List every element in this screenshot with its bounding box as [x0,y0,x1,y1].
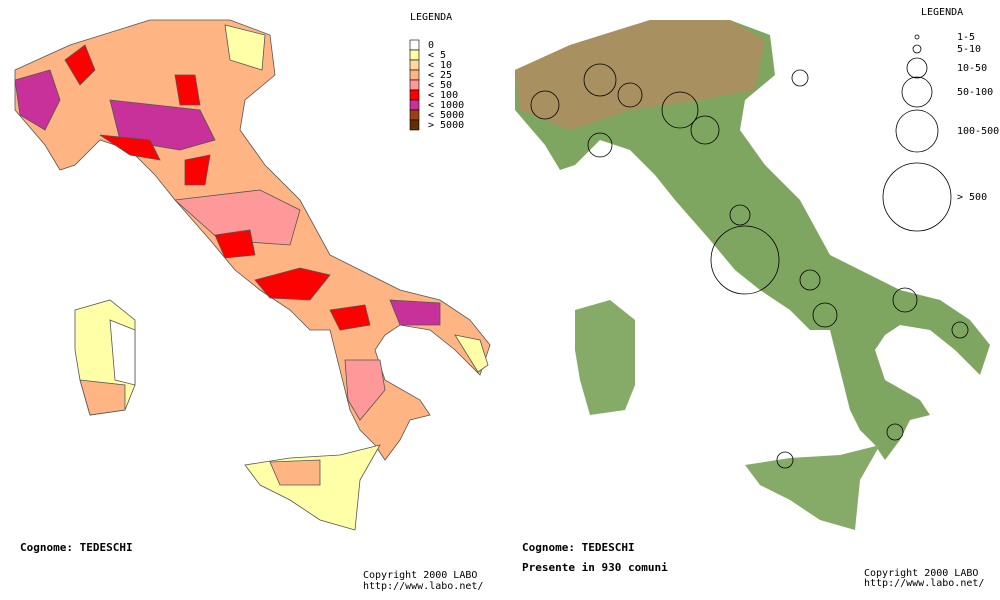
circle [729,204,751,226]
legend-circle [901,76,933,108]
circle [799,269,821,291]
caption: Cognome: TEDESCHI [20,541,133,554]
legend-swatch [409,99,420,111]
province [184,154,211,186]
circle [710,225,780,295]
legend-label: 1-5 [957,32,975,43]
province [109,99,216,151]
province [14,69,61,131]
legend-label: < 1000 [428,100,464,111]
legend-swatch [409,109,420,121]
province [79,379,126,416]
legend-label: > 5000 [428,120,464,131]
circle [892,287,918,313]
legend-swatch [409,59,420,71]
circle [690,115,720,145]
province [454,334,489,373]
legend-label: < 5000 [428,110,464,121]
legend-swatch [409,39,420,51]
legend-label: < 25 [428,70,452,81]
alps [515,20,765,130]
legend-swatch [409,69,420,81]
legend-circle [895,109,939,153]
legend-label: 5-10 [957,44,981,55]
subtitle: Presente in 930 comuni [522,561,668,574]
legend: 1-55-10 10-50 50-100 100-500 > 500 [882,32,999,232]
legend-swatch [409,119,420,131]
legend-title: LEGENDA [921,7,963,18]
province [174,74,201,106]
circle [812,302,838,328]
circle [951,321,969,339]
sicily [244,444,381,531]
province [269,459,321,486]
legend-label: < 100 [428,90,458,101]
legend-label: 0 [428,40,434,51]
province [254,267,331,301]
legend-label: > 500 [957,192,987,203]
legend-swatch [409,89,420,101]
legend-circle [914,34,920,40]
left-map: LEGENDA 0< 5< 10< 25< 50< 100< 1000< 500… [14,12,491,592]
legend-circle [882,162,952,232]
legend-label: < 5 [428,50,446,61]
circle [617,82,643,108]
legend-circle [912,44,922,54]
province [99,134,161,161]
circle [886,423,904,441]
legend: 0< 5< 10< 25< 50< 100< 1000< 5000> 5000 [409,39,464,131]
legend-swatch [409,79,420,91]
circle [661,91,699,129]
copyright: Copyright 2000 LABO [864,568,978,579]
province [214,229,256,259]
right-map: LEGENDA 1-55-10 10-50 50-100 100-500 > 500 C… [515,7,999,589]
circle [530,90,560,120]
province [224,24,266,71]
circle [583,63,617,97]
province [64,44,96,86]
legend-label: < 10 [428,60,452,71]
legend-label: 10-50 [957,63,987,74]
url: http://www.labo.net/ [864,578,984,589]
copyright: Copyright 2000 LABO [363,570,477,581]
legend-circle [906,57,928,79]
terrain-sardinia [575,300,635,415]
legend-swatch [409,49,420,61]
legend-title: LEGENDA [410,12,452,23]
circle [791,69,809,87]
url: http://www.labo.net/ [363,581,483,592]
circle [587,132,613,158]
province [344,359,386,421]
circle [776,451,794,469]
legend-label: 100-500 [957,126,999,137]
province [389,299,441,326]
caption: Cognome: TEDESCHI [522,541,635,554]
legend-label: < 50 [428,80,452,91]
province [174,189,301,246]
province [329,304,371,331]
terrain-sicily [745,445,880,530]
legend-label: 50-100 [957,87,993,98]
occurrence-circles [530,63,969,469]
province [109,319,136,386]
